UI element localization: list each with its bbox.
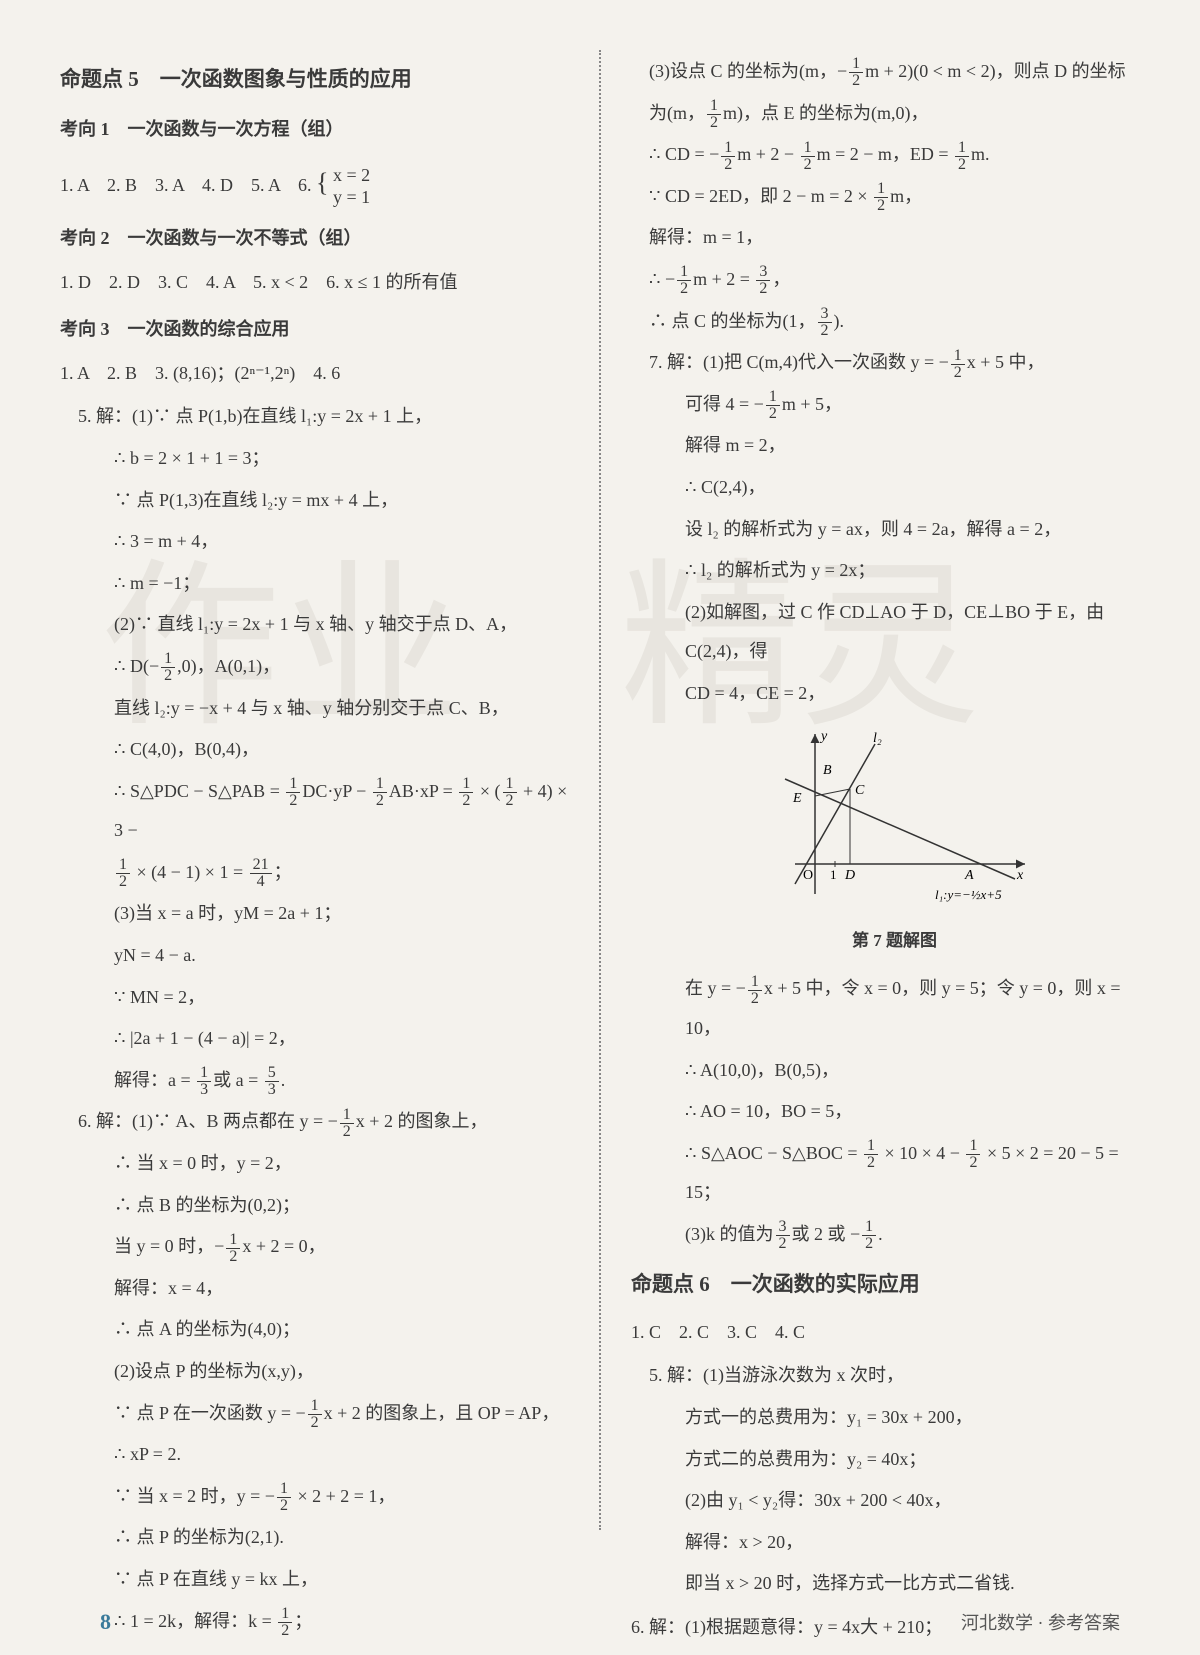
q7-figure: O x y 1 D A B E C l₂ l₁:y=−½x+5 第 7 题解图 <box>649 724 1140 960</box>
sub3-heading: 考向 3 一次函数的综合应用 <box>60 310 569 350</box>
topic6-answers: 1. C 2. C 3. C 4. C <box>631 1313 1140 1353</box>
q7-solution: 7. 解：(1)把 C(m,4)代入一次函数 y = −12x + 5 中， 可… <box>631 343 1140 1254</box>
left-column: 命题点 5 一次函数图象与性质的应用 考向 1 一次函数与一次方程（组） 1. … <box>60 50 569 1652</box>
footer-text: 河北数学 · 参考答案 <box>961 1609 1120 1635</box>
column-divider <box>599 50 601 1530</box>
page-number: 8 <box>100 1609 111 1635</box>
sub2-answers: 1. D 2. D 3. C 4. A 5. x < 2 6. x ≤ 1 的所… <box>60 263 569 303</box>
svg-text:x: x <box>1016 868 1024 883</box>
q6-solution: 6. 解：(1)∵ A、B 两点都在 y = −12x + 2 的图象上， ∴ … <box>60 1102 569 1641</box>
topic-5-title: 命题点 5 一次函数图象与性质的应用 <box>60 56 569 102</box>
svg-text:1: 1 <box>830 867 837 882</box>
sub3-answers: 1. A 2. B 3. (8,16)；(2ⁿ⁻¹,2ⁿ) 4. 6 <box>60 354 569 394</box>
topic-6-title: 命题点 6 一次函数的实际应用 <box>631 1261 1140 1307</box>
topic6-q5: 5. 解：(1)当游泳次数为 x 次时， 方式一的总费用为：y₁ = 30x +… <box>631 1356 1140 1604</box>
svg-text:y: y <box>819 729 828 744</box>
svg-text:D: D <box>844 868 855 883</box>
svg-text:B: B <box>823 763 832 778</box>
right-column: (3)设点 C 的坐标为(m，−12m + 2)(0 < m < 2)，则点 D… <box>631 50 1140 1652</box>
sub1-heading: 考向 1 一次函数与一次方程（组） <box>60 110 569 150</box>
q6c-solution: (3)设点 C 的坐标为(m，−12m + 2)(0 < m < 2)，则点 D… <box>631 52 1140 341</box>
svg-text:l₂: l₂ <box>873 731 882 746</box>
svg-text:C: C <box>855 783 865 798</box>
svg-text:E: E <box>792 791 802 806</box>
q5-solution: 5. 解：(1)∵ 点 P(1,b)在直线 l₁:y = 2x + 1 上， ∴… <box>60 397 569 1100</box>
svg-text:A: A <box>964 868 974 883</box>
q7-figure-caption: 第 7 题解图 <box>649 922 1140 959</box>
sub1-answers: 1. A 2. B 3. A 4. D 5. A 6. { x = 2 y = … <box>60 154 569 211</box>
page-footer: 8 河北数学 · 参考答案 <box>0 1609 1200 1635</box>
svg-text:l₁:y=−½x+5: l₁:y=−½x+5 <box>935 887 1002 902</box>
q7-figure-svg: O x y 1 D A B E C l₂ l₁:y=−½x+5 <box>755 724 1035 904</box>
svg-text:O: O <box>803 868 813 883</box>
page-body: 命题点 5 一次函数图象与性质的应用 考向 1 一次函数与一次方程（组） 1. … <box>60 50 1140 1652</box>
sub2-heading: 考向 2 一次函数与一次不等式（组） <box>60 219 569 259</box>
